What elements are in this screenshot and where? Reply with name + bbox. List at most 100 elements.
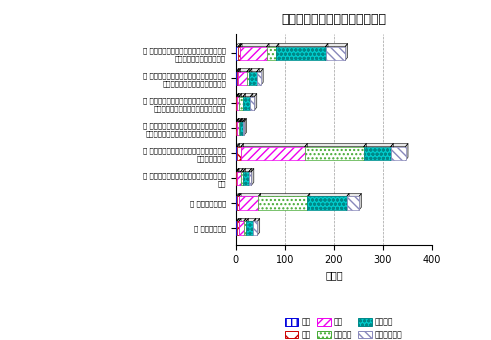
Polygon shape <box>307 193 349 197</box>
Bar <box>347 197 359 210</box>
Legend: 死亡, 重傷, 軽傷, 拡大被害, 製品破損, 特に被害なし: 死亡, 重傷, 軽傷, 拡大被害, 製品破損, 特に被害なし <box>281 314 406 340</box>
Polygon shape <box>250 94 257 97</box>
Bar <box>243 171 249 185</box>
Polygon shape <box>251 169 254 185</box>
Polygon shape <box>364 143 393 147</box>
Polygon shape <box>267 44 269 60</box>
Polygon shape <box>239 193 241 210</box>
Polygon shape <box>247 69 249 85</box>
Polygon shape <box>391 143 408 147</box>
Polygon shape <box>246 219 248 235</box>
Polygon shape <box>258 193 261 210</box>
Bar <box>236 47 238 60</box>
Polygon shape <box>276 44 328 47</box>
Polygon shape <box>238 44 241 60</box>
Bar <box>307 197 347 210</box>
Polygon shape <box>345 44 348 60</box>
Polygon shape <box>261 69 263 85</box>
Polygon shape <box>237 169 239 185</box>
Bar <box>258 197 307 210</box>
Polygon shape <box>236 119 239 135</box>
Polygon shape <box>253 219 256 235</box>
Polygon shape <box>237 94 239 110</box>
Polygon shape <box>239 219 241 235</box>
Bar <box>240 47 267 60</box>
Polygon shape <box>236 94 239 97</box>
Bar <box>239 197 258 210</box>
Polygon shape <box>307 193 310 210</box>
Bar <box>236 221 237 235</box>
Polygon shape <box>237 143 240 160</box>
Polygon shape <box>241 169 243 185</box>
Polygon shape <box>240 44 242 60</box>
Polygon shape <box>239 94 246 97</box>
Polygon shape <box>326 44 328 60</box>
Bar <box>326 47 345 60</box>
Bar <box>305 147 364 160</box>
Polygon shape <box>240 44 269 47</box>
Polygon shape <box>236 94 239 110</box>
Polygon shape <box>253 219 260 221</box>
Bar <box>249 171 251 185</box>
Polygon shape <box>237 219 239 235</box>
Polygon shape <box>305 143 307 160</box>
Polygon shape <box>359 193 361 210</box>
Polygon shape <box>326 44 348 47</box>
Polygon shape <box>238 69 249 71</box>
Polygon shape <box>236 119 239 121</box>
Polygon shape <box>237 143 244 147</box>
Polygon shape <box>347 193 361 197</box>
Polygon shape <box>244 219 246 235</box>
Polygon shape <box>257 219 260 235</box>
Bar <box>236 121 237 135</box>
Bar <box>236 147 237 160</box>
Polygon shape <box>239 119 243 121</box>
Bar <box>237 121 239 135</box>
Polygon shape <box>236 169 239 185</box>
Polygon shape <box>239 193 261 197</box>
Polygon shape <box>257 69 263 71</box>
Bar <box>241 171 243 185</box>
Polygon shape <box>237 193 241 197</box>
Bar <box>253 221 257 235</box>
Polygon shape <box>249 169 251 185</box>
Polygon shape <box>241 169 246 171</box>
Polygon shape <box>243 94 253 97</box>
Polygon shape <box>238 44 242 47</box>
Bar <box>237 147 241 160</box>
Polygon shape <box>254 94 257 110</box>
Bar <box>267 47 276 60</box>
Polygon shape <box>243 169 246 185</box>
Polygon shape <box>249 169 254 171</box>
Polygon shape <box>239 94 242 110</box>
Bar <box>257 71 261 85</box>
Bar <box>239 97 243 110</box>
Polygon shape <box>241 143 307 147</box>
Polygon shape <box>267 44 279 47</box>
Polygon shape <box>243 119 245 135</box>
Bar <box>238 47 240 60</box>
Polygon shape <box>247 69 252 71</box>
Polygon shape <box>241 143 244 160</box>
Title: 図－５　事故原因別の被害状況: 図－５ 事故原因別の被害状況 <box>281 13 386 26</box>
Polygon shape <box>243 94 246 110</box>
Bar <box>276 47 326 60</box>
Bar <box>236 97 237 110</box>
Bar <box>244 221 246 235</box>
Bar <box>241 147 305 160</box>
Polygon shape <box>236 44 241 47</box>
Polygon shape <box>250 94 253 110</box>
Polygon shape <box>236 219 239 221</box>
Bar <box>239 121 240 135</box>
Polygon shape <box>236 169 239 171</box>
Bar <box>249 71 257 85</box>
Polygon shape <box>236 169 239 171</box>
Bar <box>243 121 244 135</box>
Polygon shape <box>237 119 242 121</box>
Polygon shape <box>237 193 240 210</box>
Polygon shape <box>391 143 393 160</box>
Polygon shape <box>237 69 241 71</box>
Polygon shape <box>237 94 242 97</box>
Polygon shape <box>237 69 239 85</box>
Bar <box>240 121 243 135</box>
